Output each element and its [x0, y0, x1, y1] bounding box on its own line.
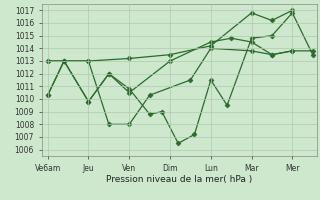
X-axis label: Pression niveau de la mer( hPa ): Pression niveau de la mer( hPa ): [106, 175, 252, 184]
